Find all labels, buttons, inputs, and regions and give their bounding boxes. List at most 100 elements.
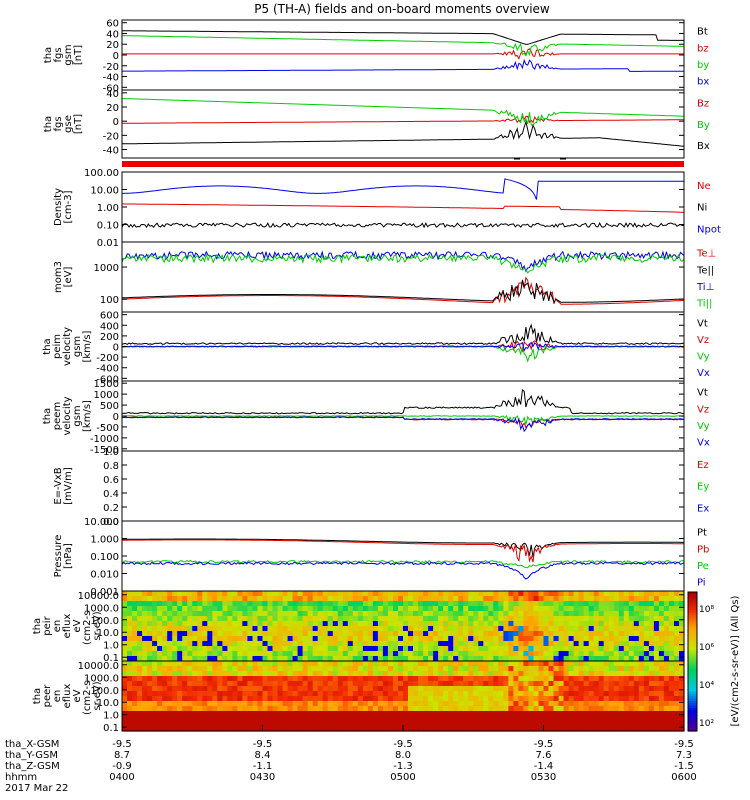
spectrogram-cell: [588, 601, 595, 607]
spectrogram-cell: [578, 681, 585, 687]
spectrogram-cell: [322, 696, 329, 702]
spectrogram-cell: [367, 636, 374, 642]
spectrogram-cell: [272, 676, 279, 682]
spectrogram-cell: [448, 666, 454, 672]
spectrogram-cell: [568, 711, 575, 717]
spectrogram-cell: [122, 611, 128, 617]
y-tick-label: 1000: [94, 263, 119, 274]
spectrogram-cell: [498, 696, 504, 702]
y-axis-label: peer: [42, 684, 53, 708]
legend-By: By: [697, 120, 710, 131]
spectrogram-cell: [443, 606, 449, 612]
spectrogram-cell: [518, 691, 524, 697]
spectrogram-cell: [187, 686, 193, 692]
spectrogram-cell: [448, 616, 454, 622]
spectrogram-cell: [357, 601, 364, 607]
spectrogram-cell: [262, 651, 269, 657]
spectrogram-cell: [623, 701, 630, 707]
spectrogram-cell: [302, 601, 309, 607]
legend-Ni: Ni: [697, 203, 707, 214]
spectrogram-cell: [663, 661, 670, 667]
spectrogram-cell: [478, 621, 484, 627]
spectrogram-cell: [583, 706, 590, 712]
spectrogram-cell: [613, 626, 620, 632]
spectrogram-cell: [182, 656, 188, 662]
y-tick-label: 20: [106, 103, 119, 114]
spectrogram-cell: [347, 691, 354, 697]
spectrogram-cell: [237, 726, 243, 732]
spectrogram-cell: [237, 716, 243, 722]
spectrogram-cell: [377, 701, 384, 707]
spectrogram-cell: [643, 706, 650, 712]
spectrogram-cell: [292, 696, 299, 702]
spectrogram-cell: [568, 626, 575, 632]
spectrogram-cell: [192, 676, 198, 682]
spectrogram-cell: [428, 681, 434, 687]
spectrogram-cell: [433, 626, 439, 632]
spectrogram-cell: [483, 681, 489, 687]
spectrogram-cell: [227, 701, 233, 707]
spectrogram-cell: [167, 601, 173, 607]
spectrogram-cell: [182, 591, 188, 597]
spectrogram-cell: [207, 646, 213, 652]
spectrogram-cell: [157, 621, 163, 627]
spectrogram-cell: [483, 646, 489, 652]
spectrogram-cell: [222, 641, 228, 647]
spectrogram-cell: [267, 716, 274, 722]
spectrogram-cell: [418, 671, 424, 677]
spectrogram-cell: [674, 701, 680, 707]
spectrogram-cell: [297, 716, 304, 722]
spectrogram-cell: [458, 601, 464, 607]
spectrogram-cell: [237, 646, 243, 652]
spectrogram-cell: [207, 611, 213, 617]
spectrogram-cell: [583, 656, 590, 662]
spectrogram-cell: [327, 721, 334, 727]
spectrogram-cell: [327, 596, 334, 602]
spectrogram-cell: [408, 641, 414, 647]
spectrogram-cell: [227, 656, 233, 662]
legend-Vt: Vt: [697, 319, 708, 330]
spectrogram-cell: [367, 671, 374, 677]
spectrogram-cell: [127, 601, 133, 607]
spectrogram-cell: [593, 706, 600, 712]
spectrogram-cell: [342, 631, 349, 637]
y-axis-label: E=-VxB: [53, 467, 64, 504]
spectrogram-cell: [428, 616, 434, 622]
spectrogram-cell: [297, 656, 304, 662]
spectrogram-cell: [387, 631, 394, 637]
spectrogram-cell: [187, 611, 193, 617]
spectrogram-cell: [177, 656, 183, 662]
spectrogram-cell: [438, 606, 444, 612]
spectrogram-cell: [322, 591, 329, 597]
spectrogram-cell: [302, 621, 309, 627]
spectrogram-cell: [302, 641, 309, 647]
spectrogram-cell: [332, 601, 339, 607]
spectrogram-cell: [142, 621, 148, 627]
y-axis-label: (cm2-s-: [82, 607, 93, 645]
spectrogram-cell: [262, 606, 269, 612]
spectrogram-cell: [307, 671, 314, 677]
spectrogram-cell: [568, 611, 575, 617]
spectrogram-cell: [443, 721, 449, 727]
spectrogram-cell: [172, 676, 178, 682]
spectrogram-cell: [523, 676, 529, 682]
spectrogram-cell: [297, 646, 304, 652]
spectrogram-cell: [177, 646, 183, 652]
spectrogram-cell: [473, 591, 479, 597]
spectrogram-cell: [473, 621, 479, 627]
spectrogram-cell: [543, 726, 550, 732]
spectrogram-cell: [197, 616, 203, 622]
spectrogram-cell: [332, 671, 339, 677]
spectrogram-cell: [332, 626, 339, 632]
spectrogram-cell: [413, 676, 419, 682]
spectrogram-cell: [377, 681, 384, 687]
spectrogram-cell: [232, 716, 238, 722]
time-axis-value: -9.5: [534, 739, 554, 750]
spectrogram-cell: [377, 656, 384, 662]
spectrogram-cell: [543, 611, 550, 617]
spectrogram-cell: [227, 646, 233, 652]
spectrogram-cell: [443, 591, 449, 597]
spectrogram-cell: [438, 616, 444, 622]
spectrogram-cell: [438, 681, 444, 687]
spectrogram-cell: [152, 616, 158, 622]
